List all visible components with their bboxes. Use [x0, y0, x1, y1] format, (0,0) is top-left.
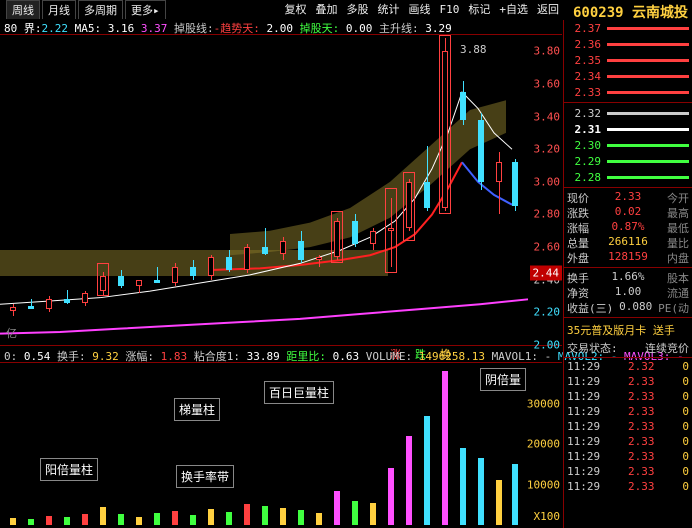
tab-周线[interactable]: 周线 [6, 0, 40, 19]
price-axis: 3.803.603.403.203.002.802.602.402.202.00… [530, 35, 562, 345]
vol-label: 阳倍量柱 [40, 458, 98, 481]
tick-row: 11:292.330 [564, 450, 692, 465]
tab-多周期[interactable]: 多周期 [78, 0, 123, 19]
tool-画线[interactable]: 画线 [406, 1, 434, 17]
tab-月线[interactable]: 月线 [42, 0, 76, 19]
tool-多股[interactable]: 多股 [344, 1, 372, 17]
timeframe-tabs[interactable]: 周线月线多周期更多▸ [0, 0, 166, 18]
stat-row: 净资1.00流通 [564, 285, 692, 300]
tick-row: 11:292.330 [564, 390, 692, 405]
stat-row: 换手1.66%股本 [564, 270, 692, 285]
tick-row: 11:292.330 [564, 405, 692, 420]
ladder-row[interactable]: 2.34 [564, 68, 692, 84]
stat-row: 收益(三)0.080PE(动 [564, 300, 692, 315]
candlestick-chart[interactable]: 3.88亿 3.803.603.403.203.002.802.602.402.… [0, 34, 562, 346]
volume-chart[interactable]: 阳倍量柱 梯量柱 百日巨量柱换手率带 阴倍量 300002000010000X100 [0, 362, 562, 525]
vol-label: 换手率带 [176, 465, 234, 488]
tick-row: 11:292.330 [564, 435, 692, 450]
stock-header[interactable]: 600239 云南城投 [573, 2, 688, 22]
tick-row: 11:292.330 [564, 465, 692, 480]
tab-更多▸[interactable]: 更多▸ [125, 0, 166, 19]
tick-row: 11:292.330 [564, 480, 692, 495]
tick-row: 11:292.330 [564, 420, 692, 435]
tool-统计[interactable]: 统计 [375, 1, 403, 17]
stock-code: 600239 [573, 5, 624, 21]
ladder-row[interactable]: 2.33 [564, 84, 692, 100]
ladder-row[interactable]: 2.29 [564, 153, 692, 169]
stat-row: 涨跌0.02最高 [564, 205, 692, 220]
side-panel: 2.372.362.352.342.33 2.322.312.302.292.28… [563, 20, 692, 528]
ladder-row[interactable]: 2.31 [564, 121, 692, 137]
stat-row: 涨幅0.87%最低 [564, 220, 692, 235]
tick-row: 11:292.330 [564, 375, 692, 390]
top-toolbar[interactable]: 复权叠加多股统计画线F10标记+自选返回 [282, 0, 563, 18]
tool-+自选[interactable]: +自选 [496, 1, 531, 17]
ladder-row[interactable]: 2.37 [564, 20, 692, 36]
volume-axis: 300002000010000X100 [530, 363, 562, 525]
stock-name: 云南城投 [632, 5, 688, 21]
ladder-row[interactable]: 2.32 [564, 105, 692, 121]
tool-叠加[interactable]: 叠加 [313, 1, 341, 17]
ladder-row[interactable]: 2.28 [564, 169, 692, 185]
vol-label: 梯量柱 [174, 398, 220, 421]
ladder-row[interactable]: 2.36 [564, 36, 692, 52]
tool-复权[interactable]: 复权 [282, 1, 310, 17]
vol-label: 百日巨量柱 [264, 381, 334, 404]
tool-标记[interactable]: 标记 [465, 1, 493, 17]
tool-返回[interactable]: 返回 [534, 1, 562, 17]
ladder-row[interactable]: 2.35 [564, 52, 692, 68]
tick-row: 11:292.320 [564, 360, 692, 375]
ladder-row[interactable]: 2.30 [564, 137, 692, 153]
stat-row: 总量266116量比 [564, 235, 692, 250]
stat-row: 现价2.33今开 [564, 190, 692, 205]
tool-F10[interactable]: F10 [437, 3, 463, 16]
stat-row: 外盘128159内盘 [564, 250, 692, 265]
vol-label: 阴倍量 [480, 368, 526, 391]
